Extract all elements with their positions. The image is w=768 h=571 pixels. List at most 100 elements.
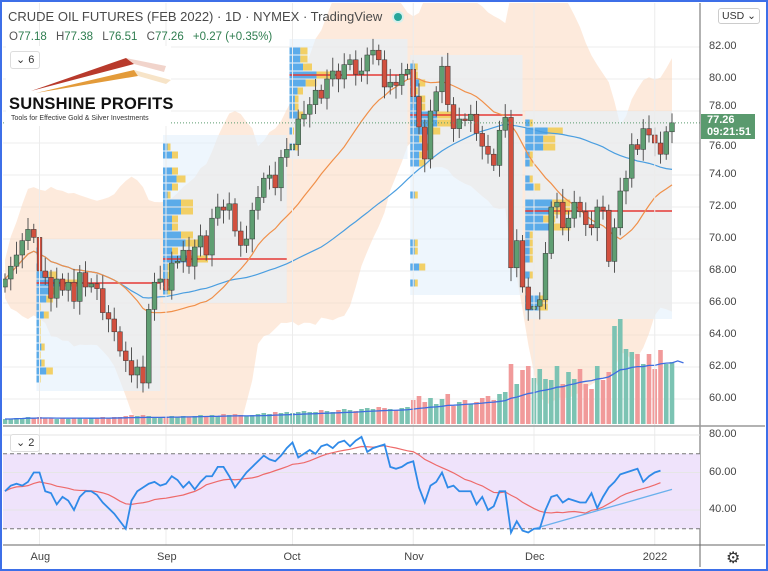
volume-bar	[261, 413, 267, 424]
price-tick-label: 72.00	[709, 200, 737, 212]
candle-body	[192, 246, 198, 267]
sma-fast-line	[4, 77, 673, 314]
volume-profile-bar-up	[525, 239, 530, 247]
rsi-line	[4, 435, 661, 536]
volume-bar	[594, 366, 600, 424]
candle-body	[416, 96, 422, 128]
volume-bar	[589, 389, 594, 424]
volume-profile-bar-down	[414, 63, 418, 71]
volume-bar	[100, 417, 106, 424]
candle-body	[606, 209, 612, 262]
candle-body	[525, 286, 531, 310]
volume-profile-bar-up	[163, 183, 172, 191]
volume-bar	[422, 402, 428, 424]
price-tick-label: 68.00	[709, 264, 737, 276]
volume-bar	[221, 414, 226, 424]
volume-bar	[244, 416, 249, 424]
candle-body	[657, 142, 664, 155]
price-tick-label: 66.00	[709, 296, 737, 308]
volume-profile-bar-down	[305, 79, 317, 87]
candle-body	[284, 149, 290, 158]
candle-body	[623, 177, 629, 192]
candle-body	[278, 157, 284, 189]
rsi-ma-line	[4, 445, 661, 514]
price-tick-label: 82.00	[709, 40, 737, 52]
candle-body	[629, 144, 635, 179]
volume-profile-bar-down	[167, 271, 171, 279]
volume-bar	[111, 417, 117, 424]
volume-bar	[669, 362, 675, 424]
candle-body	[422, 126, 428, 160]
candle-body	[364, 54, 370, 72]
candle-body	[157, 278, 163, 283]
volume-bar	[629, 352, 635, 424]
volume-bar	[83, 419, 88, 424]
volume-profile-bar-down	[181, 231, 193, 239]
indicators-toggle-rsi[interactable]: ⌄ 2	[10, 434, 41, 452]
candle-body	[468, 113, 474, 121]
volume-profile-bar-down	[543, 135, 556, 143]
volume-profile-bar-down	[46, 295, 53, 303]
settings-gear-icon[interactable]: ⚙	[726, 550, 741, 567]
candle-body	[54, 278, 60, 299]
volume-profile-bar-up	[289, 111, 298, 119]
candle-body	[588, 224, 595, 229]
candle-body	[65, 281, 71, 291]
currency-select[interactable]: USD ⌄	[718, 8, 760, 24]
volume-bar	[364, 408, 370, 424]
volume-profile-bar-up	[163, 175, 177, 183]
volume-bar	[341, 409, 347, 424]
candle-body	[439, 65, 445, 93]
candle-body	[514, 240, 520, 269]
candle-body	[123, 350, 129, 361]
volume-profile-bar-up	[410, 135, 420, 143]
price-pane	[3, 3, 700, 425]
volume-profile-bar-down	[46, 367, 53, 375]
volume-profile-bar-down	[529, 239, 533, 247]
volume-bar	[433, 404, 439, 424]
volume-bar	[537, 369, 543, 424]
price-tick-label: 74.00	[709, 168, 737, 180]
volume-profile-bar-down	[181, 199, 193, 207]
volume-bar	[387, 409, 393, 424]
volume-profile-bar-down	[48, 271, 57, 279]
volume-profile-bar-down	[529, 271, 533, 279]
candle-body	[151, 281, 158, 310]
volume-bar	[71, 418, 77, 424]
indicators-toggle-main[interactable]: ⌄ 6	[10, 51, 41, 69]
candle-body	[341, 64, 347, 80]
volume-profile-bar-down	[529, 247, 533, 255]
time-tick-label: 2022	[642, 551, 668, 563]
candle-body	[272, 174, 278, 189]
volume-bar	[520, 370, 525, 424]
volume-profile-area	[163, 135, 287, 303]
volume-bar	[571, 379, 577, 424]
volume-bar	[399, 408, 405, 424]
volume-bar	[353, 411, 359, 424]
candle-body	[100, 288, 106, 313]
candle-body	[393, 81, 399, 86]
candle-body	[537, 299, 543, 307]
volume-profile-bar-down	[167, 263, 171, 271]
volume-bar	[31, 418, 37, 424]
time-tick-label: Sep	[157, 551, 177, 563]
volume-bar	[25, 417, 31, 424]
candle-body	[663, 131, 669, 155]
volume-bar	[428, 398, 433, 424]
volume-profile-bar-down	[414, 279, 418, 287]
volume-bar	[663, 364, 669, 424]
candle-body	[111, 318, 117, 333]
candle-body	[31, 229, 37, 238]
candle-body	[301, 113, 307, 120]
candle-body	[197, 235, 204, 248]
price-tick-label: 78.00	[709, 100, 737, 112]
volume-profile-bar-up	[410, 279, 415, 287]
candle-body	[617, 190, 623, 229]
volume-bar	[42, 418, 48, 424]
volume-profile-bar-up	[163, 207, 181, 215]
market-status-dot-icon	[393, 13, 402, 21]
volume-profile-bar-down	[529, 255, 533, 263]
volume-profile-bar-up	[163, 231, 181, 239]
volume-profile-bar-down	[167, 191, 171, 199]
